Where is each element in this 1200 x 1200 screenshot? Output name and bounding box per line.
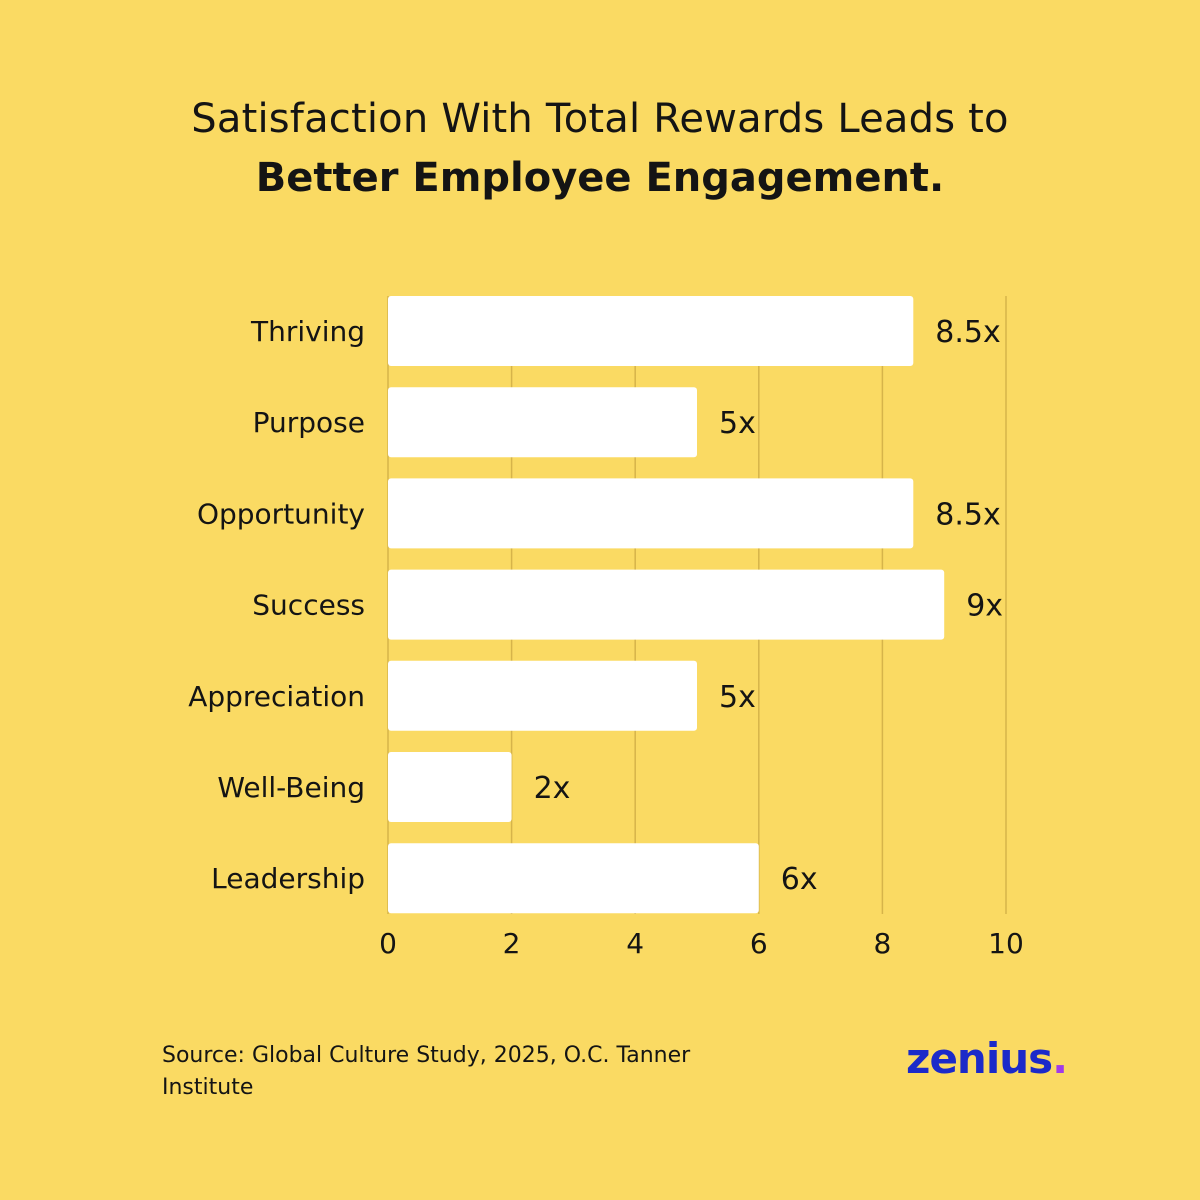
value-label: 9x: [966, 589, 1003, 624]
bar: [388, 387, 697, 458]
bar: [388, 843, 759, 914]
x-tick-label: 4: [626, 927, 644, 960]
bar: [388, 660, 697, 731]
logo-text: zenius: [906, 1034, 1053, 1083]
x-axis-ticks: 0 2 4 6 8 10: [379, 927, 1024, 960]
x-tick-label: 0: [379, 927, 397, 960]
bar: [388, 752, 512, 822]
x-tick-label: 8: [873, 927, 891, 960]
chart-title-line-1: Satisfaction With Total Rewards Leads to: [191, 96, 1009, 142]
x-tick-label: 2: [503, 927, 521, 960]
value-labels: 8.5x 5x 8.5x 9x 5x 2x 6x: [534, 315, 1003, 897]
logo-dot: .: [1052, 1034, 1068, 1083]
category-label: Leadership: [211, 862, 365, 895]
bar-chart: Thriving Purpose Opportunity Success Appreci…: [188, 296, 1024, 960]
category-label: Well-Being: [217, 771, 365, 804]
category-label: Thriving: [250, 315, 365, 348]
x-tick-label: 6: [750, 927, 768, 960]
category-labels: Thriving Purpose Opportunity Success Appreci…: [188, 315, 365, 895]
bar: [388, 296, 914, 366]
category-label: Opportunity: [197, 497, 365, 530]
source-note: Source: Global Culture Study, 2025, O.C.…: [162, 1043, 691, 1100]
x-tick-label: 10: [988, 927, 1024, 960]
value-label: 2x: [534, 771, 571, 806]
value-label: 6x: [781, 862, 818, 897]
value-label: 8.5x: [935, 497, 1000, 532]
bar: [388, 569, 945, 640]
value-label: 5x: [719, 680, 756, 715]
value-label: 5x: [719, 406, 756, 441]
category-label: Appreciation: [188, 680, 365, 713]
category-label: Success: [252, 589, 365, 622]
brand-logo: zenius.: [906, 1034, 1068, 1083]
bars: [388, 296, 945, 914]
bar: [388, 478, 914, 549]
chart-title-line-2: Better Employee Engagement.: [255, 155, 945, 201]
value-label: 8.5x: [935, 315, 1000, 350]
category-label: Purpose: [253, 406, 365, 439]
